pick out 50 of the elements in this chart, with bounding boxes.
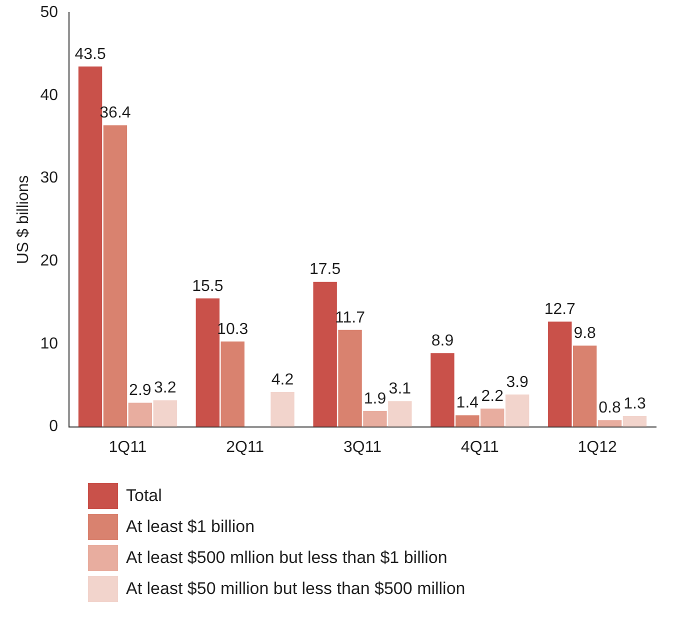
y-tick-label: 40 — [40, 86, 58, 104]
bar — [363, 411, 387, 427]
bar — [622, 416, 647, 427]
bar — [598, 420, 622, 427]
data-label: 9.8 — [574, 325, 596, 342]
bar — [196, 298, 220, 427]
bar — [572, 346, 597, 427]
bar — [430, 353, 454, 427]
bar — [153, 400, 177, 427]
bar — [548, 322, 572, 427]
data-label: 3.9 — [506, 374, 529, 391]
y-tick-label: 50 — [40, 4, 58, 22]
data-label: 43.5 — [74, 46, 106, 63]
data-label: 4.2 — [271, 371, 294, 388]
y-tick-label: 10 — [40, 335, 58, 352]
y-tick-label: 0 — [49, 418, 58, 436]
data-label: 1.3 — [624, 395, 646, 412]
y-axis-title: US $ billions — [15, 175, 32, 264]
data-label: 1.9 — [364, 390, 386, 408]
y-tick-label: 20 — [40, 252, 58, 270]
bar — [480, 408, 504, 427]
legend-label: At least $500 mllion but less than $1 billion — [126, 548, 448, 568]
bar — [313, 282, 337, 427]
bar — [338, 330, 362, 427]
bar — [103, 125, 128, 427]
data-label: 1.4 — [456, 394, 479, 412]
data-label: 3.1 — [388, 380, 412, 398]
x-tick-label: 1Q11 — [108, 438, 147, 456]
data-label: 2.9 — [129, 382, 152, 400]
bar — [220, 341, 244, 427]
bar — [505, 394, 530, 427]
data-label: 12.7 — [544, 301, 576, 318]
bar — [388, 401, 412, 427]
x-tick-label: 1Q12 — [578, 438, 617, 456]
bar — [128, 402, 152, 427]
legend-label: Total — [126, 486, 162, 506]
data-label: 17.5 — [310, 261, 341, 278]
x-tick-label: 4Q11 — [460, 438, 499, 456]
data-label: 2.2 — [481, 388, 504, 405]
legend-label: At least $1 billion — [126, 516, 255, 536]
data-label: 3.2 — [154, 380, 176, 397]
data-label: 8.9 — [431, 332, 454, 350]
data-label: 0.8 — [598, 400, 621, 417]
legend-label: At least $50 million but less than $500 million — [126, 578, 466, 598]
x-tick-label: 3Q11 — [344, 438, 382, 456]
bar — [270, 392, 294, 427]
data-label: 15.5 — [192, 278, 224, 295]
y-tick-label: 30 — [40, 170, 58, 187]
bar — [456, 415, 480, 427]
x-tick-label: 2Q11 — [226, 438, 264, 456]
